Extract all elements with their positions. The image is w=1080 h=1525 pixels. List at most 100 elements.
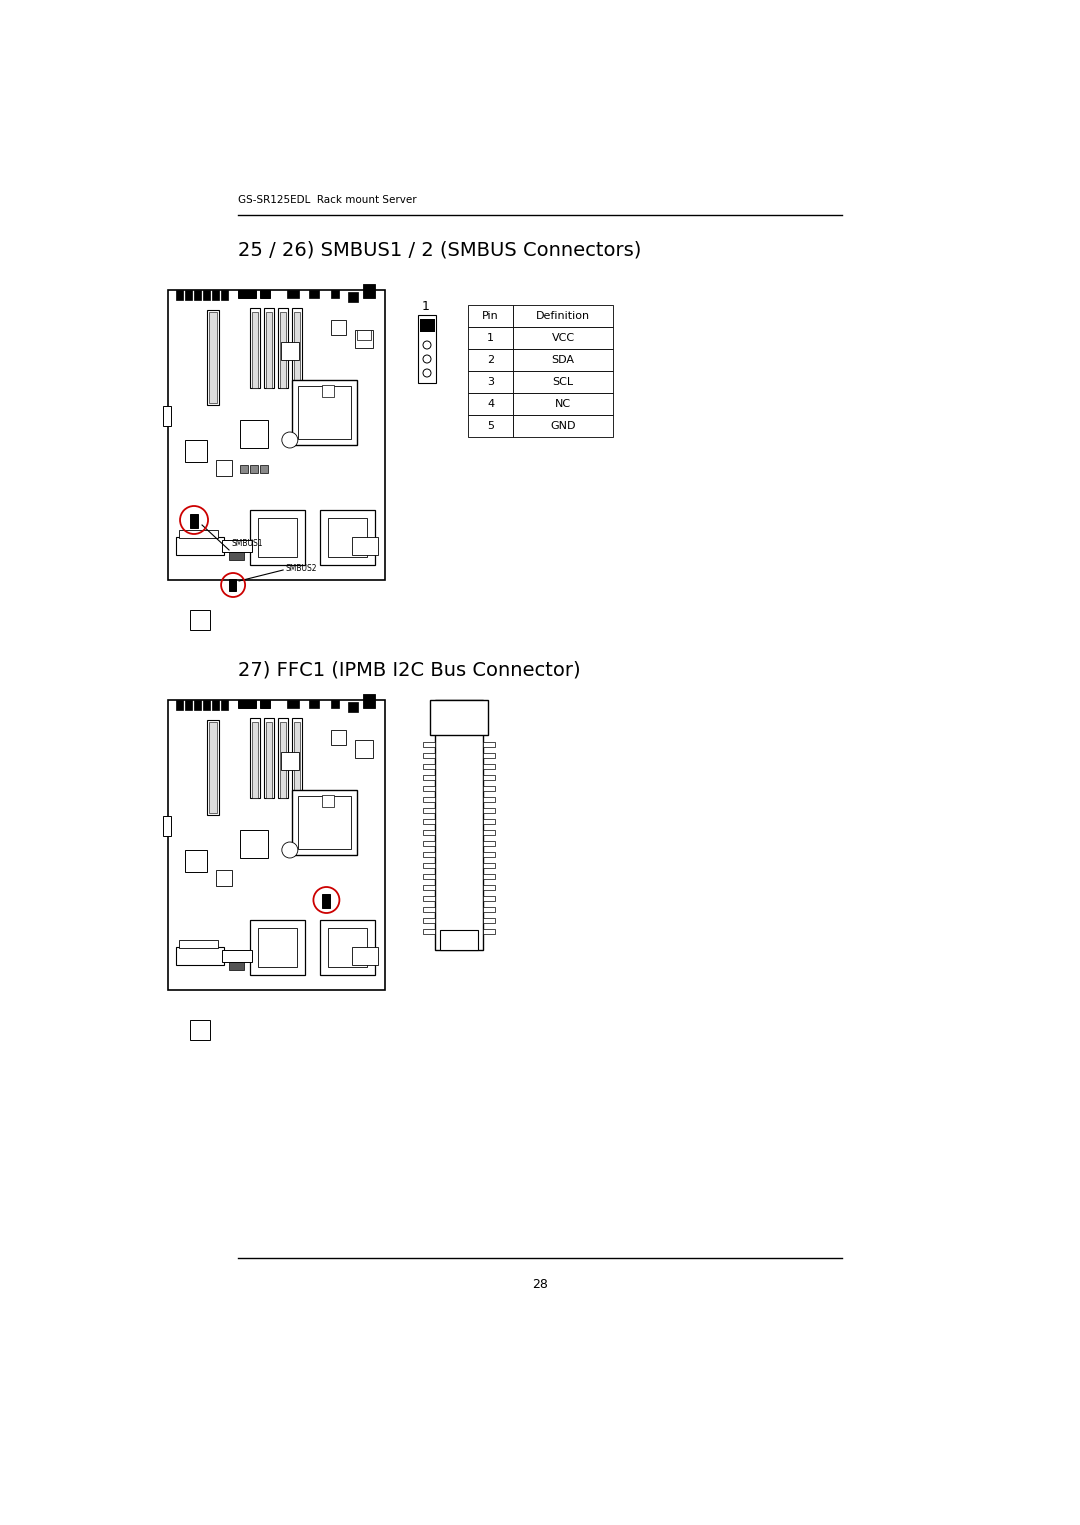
Bar: [298, 386, 351, 439]
Bar: [185, 700, 192, 711]
Bar: [423, 874, 435, 878]
Bar: [330, 290, 339, 297]
Bar: [298, 796, 351, 849]
Bar: [210, 313, 217, 403]
Bar: [186, 441, 207, 462]
Bar: [295, 313, 300, 387]
Bar: [176, 700, 183, 711]
Bar: [221, 700, 228, 711]
Bar: [179, 939, 218, 949]
Bar: [229, 547, 244, 560]
Bar: [483, 785, 495, 791]
Text: 4: 4: [487, 400, 494, 409]
Bar: [168, 700, 384, 990]
Circle shape: [423, 342, 431, 349]
Bar: [176, 290, 183, 300]
Bar: [207, 720, 219, 814]
Bar: [483, 764, 495, 769]
Bar: [468, 305, 513, 326]
Bar: [190, 1020, 210, 1040]
Bar: [216, 869, 232, 886]
Bar: [468, 371, 513, 393]
Bar: [363, 284, 376, 297]
Bar: [423, 840, 435, 846]
Bar: [265, 308, 274, 387]
Bar: [513, 371, 613, 393]
Bar: [354, 740, 373, 758]
Bar: [309, 290, 319, 297]
Bar: [229, 958, 244, 970]
Bar: [423, 819, 435, 824]
Text: SMBUS2: SMBUS2: [285, 564, 316, 573]
Bar: [513, 326, 613, 349]
Bar: [281, 752, 299, 770]
Bar: [240, 830, 268, 859]
Bar: [190, 610, 210, 630]
Bar: [423, 929, 435, 933]
Bar: [281, 313, 286, 387]
Bar: [292, 790, 356, 856]
Bar: [258, 929, 297, 967]
Bar: [207, 310, 219, 406]
Bar: [483, 918, 495, 923]
Bar: [513, 305, 613, 326]
Bar: [240, 465, 247, 473]
Circle shape: [282, 432, 298, 448]
Bar: [513, 349, 613, 371]
Text: 1: 1: [422, 300, 430, 313]
Bar: [323, 894, 330, 907]
Bar: [185, 290, 192, 300]
Bar: [267, 721, 272, 798]
Text: 1: 1: [487, 332, 494, 343]
Bar: [222, 950, 253, 962]
Bar: [468, 393, 513, 415]
Bar: [483, 897, 495, 901]
Bar: [483, 808, 495, 813]
Bar: [293, 718, 302, 798]
Bar: [309, 700, 319, 708]
Bar: [260, 290, 270, 297]
Text: Definition: Definition: [536, 311, 590, 320]
Bar: [322, 795, 334, 807]
Text: SMBUS1: SMBUS1: [231, 538, 262, 547]
Text: SDA: SDA: [552, 355, 575, 364]
Bar: [513, 415, 613, 438]
Bar: [423, 743, 435, 747]
Bar: [281, 342, 299, 360]
Bar: [259, 465, 268, 473]
Bar: [483, 874, 495, 878]
Bar: [423, 798, 435, 802]
Bar: [251, 308, 260, 387]
Bar: [176, 537, 224, 555]
Bar: [212, 700, 219, 711]
Bar: [483, 907, 495, 912]
Bar: [190, 514, 198, 528]
Bar: [513, 393, 613, 415]
Text: Pin: Pin: [482, 311, 499, 320]
Bar: [253, 313, 258, 387]
Bar: [423, 808, 435, 813]
Bar: [292, 380, 356, 445]
Bar: [287, 290, 299, 297]
Circle shape: [423, 355, 431, 363]
Bar: [483, 852, 495, 857]
Bar: [435, 700, 483, 950]
Text: 25 / 26) SMBUS1 / 2 (SMBUS Connectors): 25 / 26) SMBUS1 / 2 (SMBUS Connectors): [238, 239, 642, 259]
Bar: [321, 509, 376, 564]
Bar: [258, 518, 297, 557]
Bar: [363, 694, 376, 708]
Bar: [418, 316, 436, 383]
Bar: [423, 897, 435, 901]
Bar: [483, 753, 495, 758]
Bar: [260, 700, 270, 708]
Bar: [279, 718, 288, 798]
Text: GS-SR125EDL  Rack mount Server: GS-SR125EDL Rack mount Server: [238, 195, 417, 204]
Bar: [483, 884, 495, 891]
Bar: [238, 700, 256, 708]
Bar: [330, 700, 339, 708]
Bar: [295, 721, 300, 798]
Bar: [483, 798, 495, 802]
Bar: [179, 531, 218, 538]
Bar: [430, 700, 488, 735]
Bar: [423, 785, 435, 791]
